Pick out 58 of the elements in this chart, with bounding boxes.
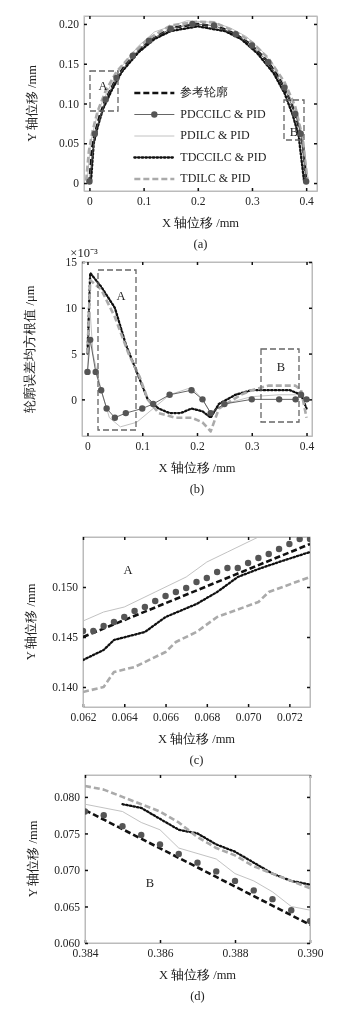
x-axis-title: X 轴位移 /mm — [158, 968, 237, 982]
annotation: B — [276, 359, 286, 374]
x-tick-label: 0.386 — [147, 947, 174, 960]
text: (a) — [193, 237, 208, 251]
annotation: A — [116, 288, 126, 303]
y-axis-title: Y 轴位移 /mm — [26, 820, 40, 898]
y-axis-title: Y 轴位移 /mm — [25, 64, 39, 142]
y-tick-label: 0.060 — [54, 937, 81, 950]
legend-label: TDCCILC & PID — [180, 149, 267, 164]
x-tick-label: 0.062 — [70, 711, 97, 724]
text: (c) — [189, 753, 204, 767]
y-tick-label: 0.20 — [58, 18, 80, 31]
x-axis-title: X 轴位移 /mm — [161, 216, 240, 230]
x-tick-label: 0.070 — [235, 711, 262, 724]
y-axis-title: 轮廓误差均方根值 /μm — [22, 285, 37, 413]
x-tick-label: 0.384 — [72, 947, 99, 960]
annotation: A — [98, 78, 108, 93]
legend-label: 参考轮廓 — [180, 84, 229, 99]
y-axis-title: Y 轴位移 /mm — [24, 583, 38, 661]
x-tick-label: 0.388 — [222, 947, 249, 960]
x-tick-label: 0.2 — [191, 195, 206, 208]
x-tick-label: 0.2 — [190, 440, 205, 453]
y-tick-label: 0.15 — [58, 57, 80, 70]
y-tick-label: 0.145 — [52, 631, 79, 644]
x-axis-title: X 轴位移 /mm — [157, 732, 236, 746]
x-tick-label: 0.066 — [153, 711, 180, 724]
y-tick-label: 0 — [73, 177, 80, 190]
y-tick-label: 0.080 — [54, 791, 81, 804]
x-tick-label: 0.1 — [136, 195, 152, 208]
y-tick-label: 0.140 — [52, 681, 79, 694]
annotation: B — [145, 875, 155, 890]
x-tick-label: 0.4 — [299, 440, 315, 453]
x-tick-label: 0.1 — [135, 440, 151, 453]
y-tick-label: 5 — [71, 347, 78, 360]
annotation: A — [123, 562, 133, 577]
y-tick-label: 0.075 — [54, 827, 81, 840]
y-tick-label: 0.065 — [54, 900, 81, 913]
text: (d) — [190, 989, 205, 1003]
y-tick-label: 0 — [71, 393, 78, 406]
legend-label: PDILC & PID — [180, 127, 250, 142]
y-tick-label: 0.150 — [52, 581, 79, 594]
x-tick-label: 0.068 — [194, 711, 221, 724]
x-tick-label: 0.3 — [245, 440, 260, 453]
x-tick-label: 0.390 — [297, 947, 324, 960]
x-tick-label: 0 — [85, 440, 92, 453]
y-tick-label: 0.070 — [54, 864, 81, 877]
y-tick-label: 10 — [65, 301, 78, 314]
x-tick-label: 0.072 — [276, 711, 304, 724]
legend-label: PDCCILC & PID — [180, 106, 267, 121]
text: (b) — [189, 482, 205, 496]
y-tick-label: 0.10 — [58, 97, 80, 110]
x-axis-title: X 轴位移 /mm — [158, 461, 236, 475]
legend-label: TDILC & PID — [180, 170, 251, 185]
x-tick-label: 0 — [87, 195, 94, 208]
x-tick-label: 0.064 — [111, 711, 138, 724]
x-tick-label: 0.4 — [299, 195, 315, 208]
x-tick-label: 0.3 — [245, 195, 260, 208]
y-tick-label: 0.05 — [58, 137, 80, 150]
